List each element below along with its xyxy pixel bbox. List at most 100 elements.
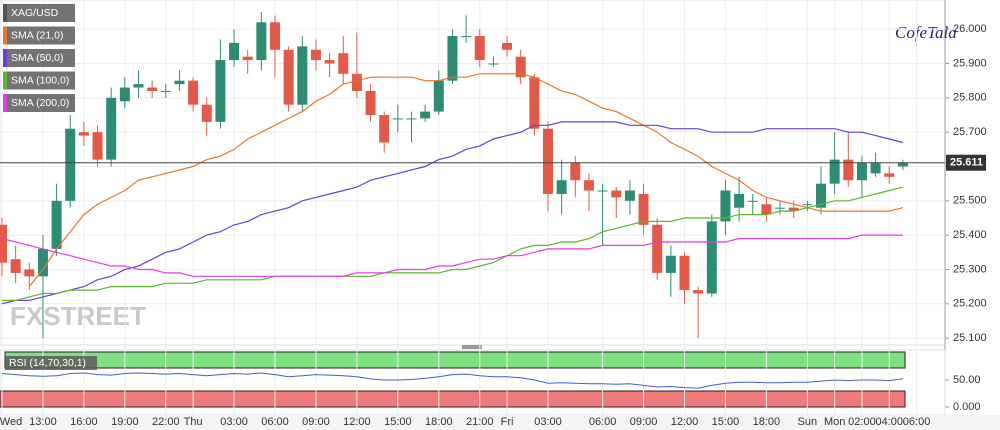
candle-body <box>679 255 690 291</box>
candle-body <box>515 56 526 78</box>
candle-body <box>706 221 717 294</box>
candle-body <box>474 36 485 61</box>
candle-body <box>624 190 635 201</box>
candle-body <box>365 90 376 115</box>
x-tick-label: 21:00 <box>466 416 494 428</box>
sma-line <box>2 186 904 301</box>
rsi-line <box>1 372 903 389</box>
x-tick-label: 18:00 <box>425 416 453 428</box>
x-tick-label: 19:00 <box>111 416 139 428</box>
candle-body <box>37 248 48 277</box>
candle-body <box>78 132 89 136</box>
candle-body <box>379 115 390 143</box>
candle-body <box>351 73 362 91</box>
x-tick-label: 09:00 <box>302 416 330 428</box>
candle-body <box>0 224 7 263</box>
legend-label: SMA (200,0) <box>11 97 69 109</box>
y-tick-label: 25.500 <box>953 195 987 207</box>
legend-swatch <box>3 49 7 67</box>
last-price-label: 25.611 <box>950 157 983 169</box>
legend-swatch <box>3 26 7 45</box>
candle-body <box>24 269 35 277</box>
y-tick-label: 26.000 <box>953 23 987 35</box>
x-tick-label: 06:00 <box>903 416 931 428</box>
candle-body <box>461 36 472 38</box>
candle-body <box>324 60 335 64</box>
x-tick-label: Sun <box>798 416 818 428</box>
candle-body <box>556 180 567 194</box>
candle-body <box>652 224 663 273</box>
legend-label: SMA (100,0) <box>11 74 69 86</box>
candle-body <box>843 159 854 181</box>
sma-line <box>28 73 904 287</box>
candle-body <box>720 190 731 222</box>
candle-body <box>106 97 117 160</box>
candle-body <box>502 42 513 50</box>
rsi-oversold-band <box>0 390 906 408</box>
candle-body <box>802 204 813 206</box>
x-tick-label: Fri <box>501 416 514 428</box>
candle-body <box>761 204 772 215</box>
x-tick-label: 03:00 <box>220 416 248 428</box>
candle-body <box>201 104 212 122</box>
candle-body <box>133 84 144 88</box>
legend-box <box>3 49 75 67</box>
candle-body <box>734 193 745 208</box>
x-tick-label: 15:00 <box>384 416 412 428</box>
y-tick-label: 25.900 <box>953 57 987 69</box>
candle-body <box>174 80 185 85</box>
candle-body <box>775 207 786 209</box>
candle-body <box>693 290 704 294</box>
candle-body <box>338 53 349 74</box>
y-tick-label: 50.00 <box>953 374 981 386</box>
candle-body <box>215 60 226 122</box>
y-tick-label: 25.700 <box>953 126 987 138</box>
rsi-label-box <box>5 356 97 370</box>
candle-body <box>447 36 458 81</box>
candle-body <box>611 190 622 198</box>
x-tick-label: Wed <box>0 416 22 428</box>
splitter-handle[interactable] <box>462 345 482 349</box>
sma-line <box>1 234 903 277</box>
candle-body <box>420 111 431 119</box>
x-tick-label: 12:00 <box>343 416 371 428</box>
candle-body <box>310 49 321 61</box>
candle-body <box>747 200 758 202</box>
x-tick-label: 02:00 <box>848 416 876 428</box>
x-tick-label: 03:00 <box>534 416 562 428</box>
x-tick-label: 16:00 <box>70 416 98 428</box>
candle-body <box>570 163 581 181</box>
legend-swatch <box>3 94 7 112</box>
candle-body <box>51 200 62 249</box>
x-tick-label: 13:00 <box>29 416 57 428</box>
sma-line <box>1 121 904 305</box>
candle-body <box>229 42 240 61</box>
candle-body <box>119 87 130 102</box>
x-tick-label: 09:00 <box>630 416 658 428</box>
legend-label: SMA (21,0) <box>11 29 64 41</box>
plot-area <box>0 0 946 346</box>
y-tick-label: 25.300 <box>953 263 987 275</box>
legend-box <box>3 94 75 112</box>
legend-box <box>3 26 75 45</box>
candle-body <box>529 77 540 129</box>
candle-body <box>884 173 895 177</box>
legend-box <box>3 4 75 22</box>
candle-body <box>392 118 403 120</box>
candle-body <box>242 56 253 61</box>
candle-body <box>256 22 267 61</box>
candle-body <box>283 49 294 105</box>
candle-body <box>788 207 799 212</box>
x-tick-label: 18:00 <box>753 416 781 428</box>
y-tick-label: 0.000 <box>953 401 981 413</box>
candle-body <box>583 180 594 191</box>
legend-label: XAG/USD <box>11 7 59 19</box>
candle-body <box>297 46 308 105</box>
candle-body <box>870 163 881 174</box>
legend-swatch <box>3 4 7 22</box>
x-tick-label: 12:00 <box>671 416 699 428</box>
x-tick-label: 22:00 <box>152 416 180 428</box>
legend-box <box>3 71 75 90</box>
candle-body <box>270 22 280 50</box>
